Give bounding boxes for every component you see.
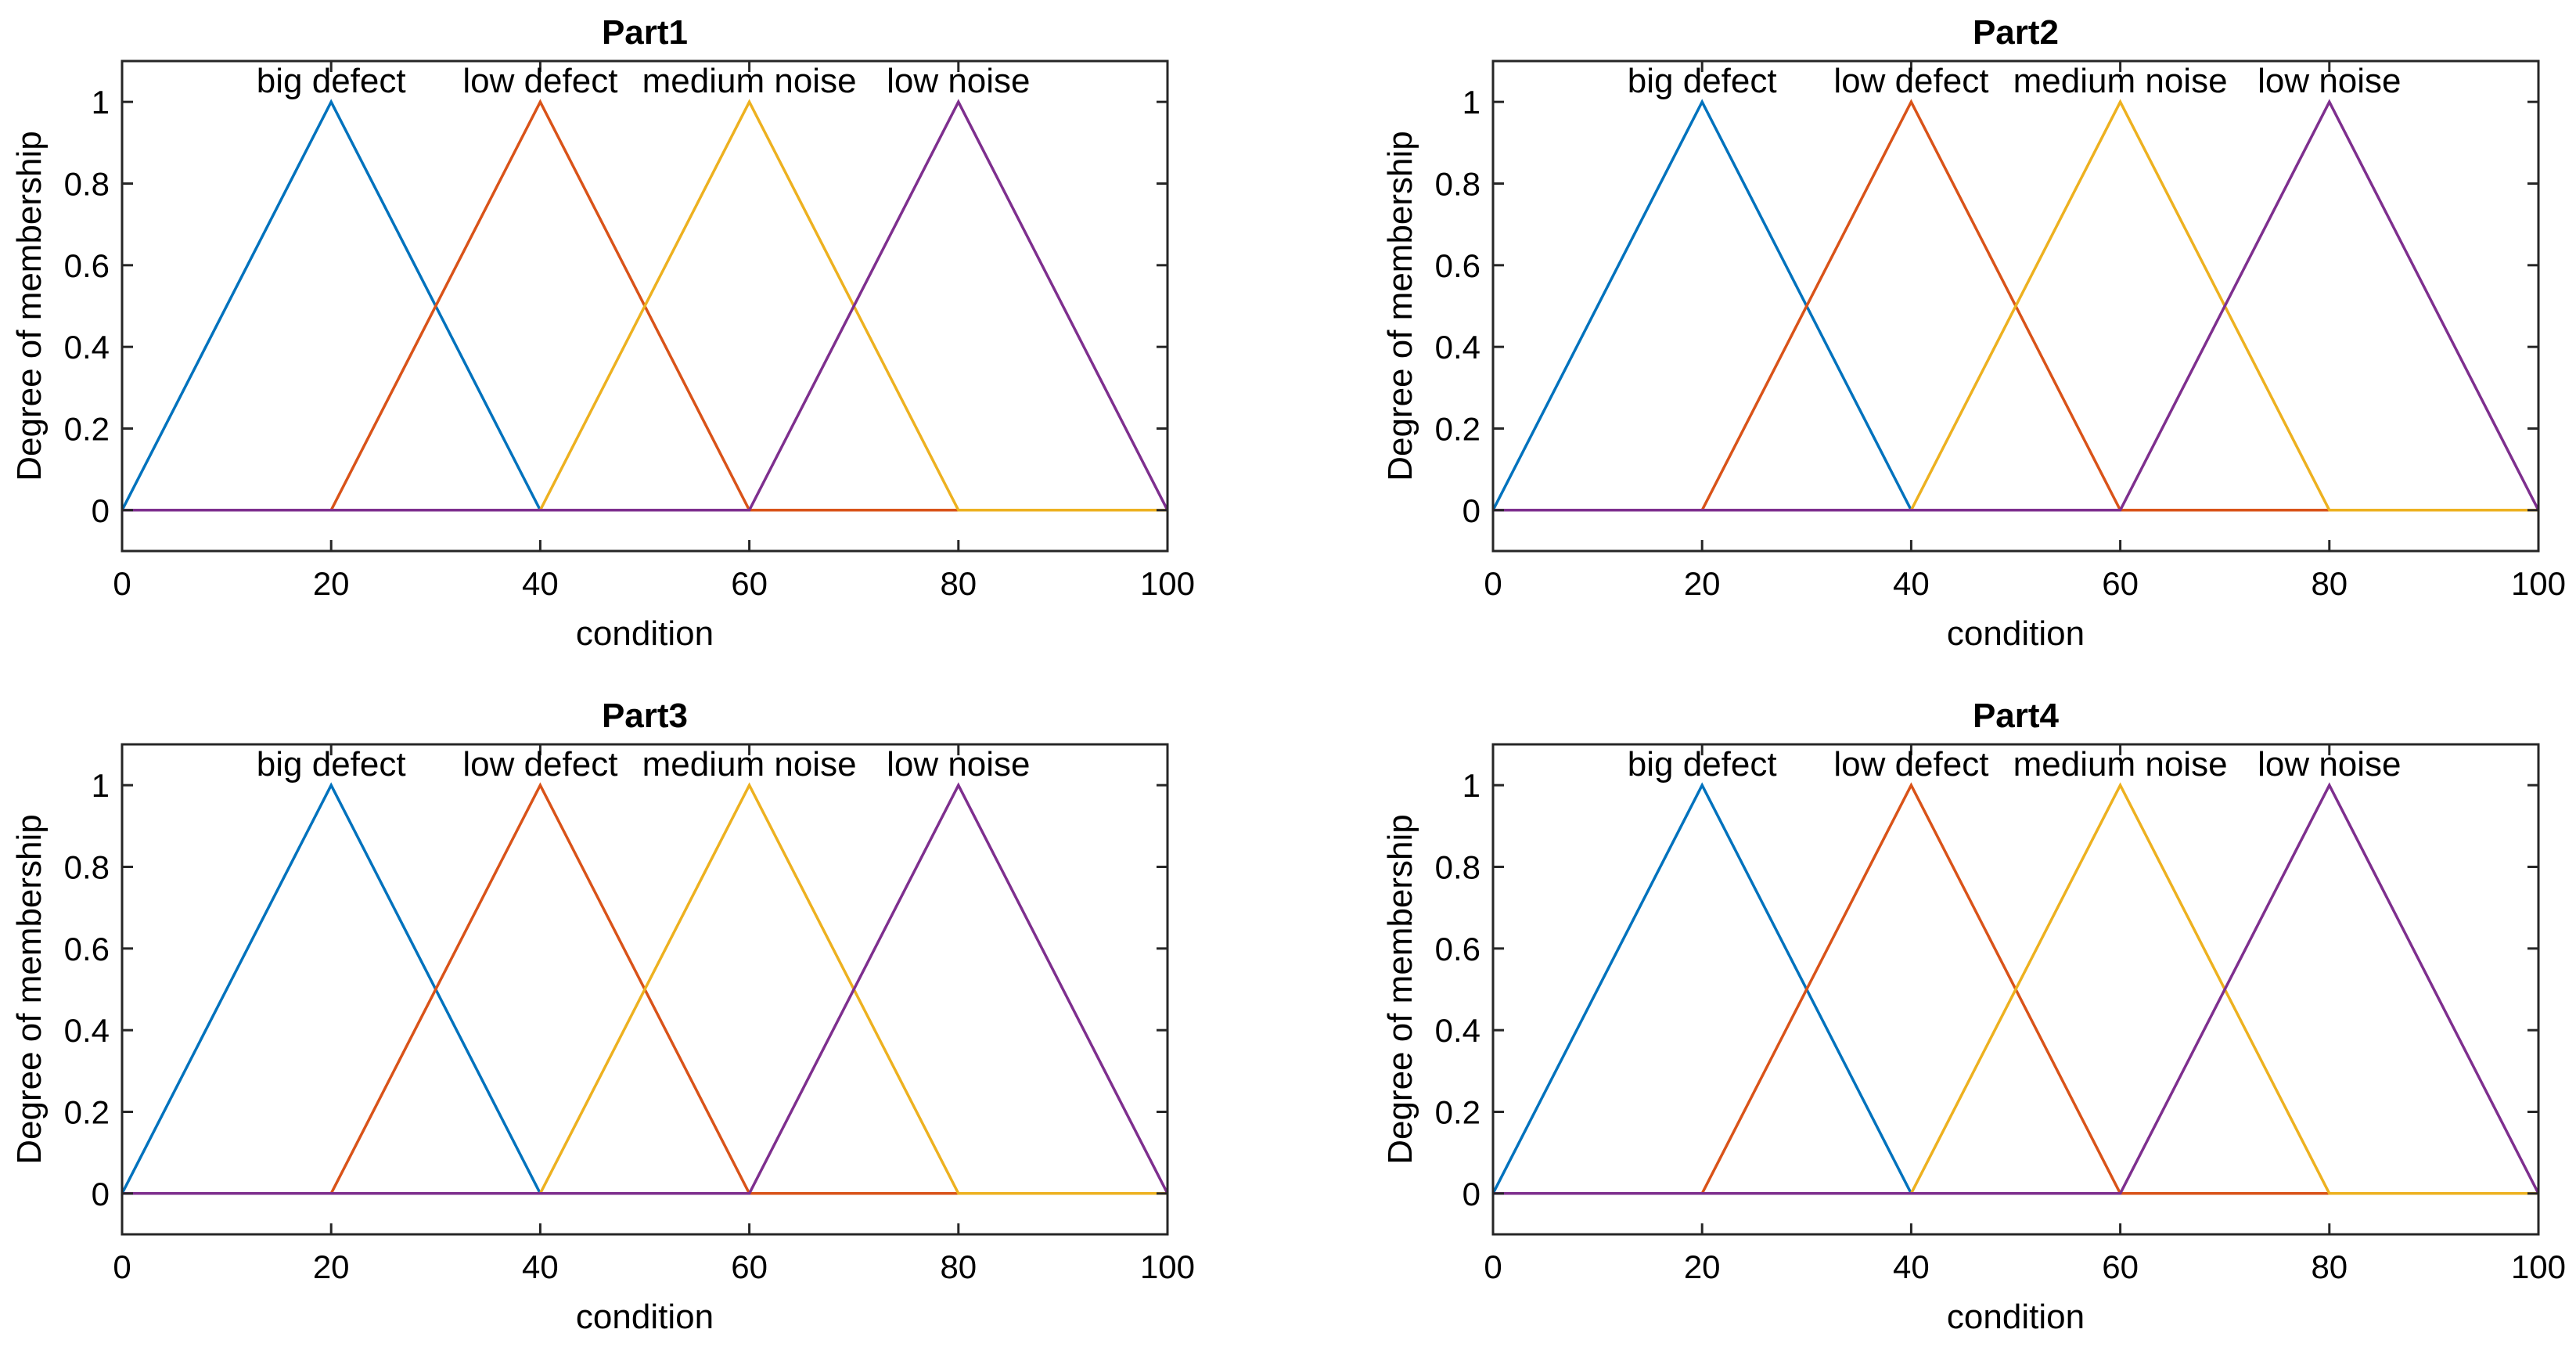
x-tick-label: 100 (1140, 1248, 1195, 1285)
y-tick-label: 0.6 (1435, 931, 1480, 967)
x-tick-label: 40 (1893, 1248, 1930, 1285)
axes-box (1491, 743, 2540, 1236)
panel-title: Part3 (602, 697, 688, 735)
y-axis-label: Degree of membership (1381, 131, 1419, 481)
series-label: low defect (1833, 745, 1988, 783)
y-tick-label: 0 (92, 492, 110, 529)
y-tick-label: 1 (1462, 84, 1480, 121)
y-tick-label: 1 (1462, 767, 1480, 804)
axes-box (1491, 59, 2540, 553)
y-axis-label: Degree of membership (1381, 814, 1419, 1165)
x-axis-label: condition (576, 1298, 714, 1336)
series-line-medium-noise (122, 782, 1167, 1195)
y-tick-label: 0.8 (1435, 166, 1480, 203)
series-label: low defect (462, 745, 617, 783)
x-tick-label: 100 (1140, 565, 1195, 602)
series-label: low noise (887, 745, 1030, 783)
y-tick-label: 0.6 (1435, 247, 1480, 284)
series-label: low defect (1833, 62, 1988, 100)
x-axis-label: condition (576, 614, 714, 653)
y-axis-label: Degree of membership (10, 814, 49, 1165)
y-tick-label: 0.6 (64, 931, 110, 967)
panel-2: 0 20 40 60 80 100 0 0.2 0.4 0.6 0.8 1 big defect low … (1381, 13, 2566, 653)
series-label: low noise (887, 62, 1030, 100)
panel-title: Part2 (1973, 13, 2059, 52)
x-tick-label: 80 (940, 565, 977, 602)
x-tick-label: 60 (2102, 1248, 2139, 1285)
x-tick-label: 60 (731, 1248, 768, 1285)
y-tick-label: 0.4 (64, 329, 110, 366)
series-line-low-noise (122, 782, 1169, 1195)
x-axis-label: condition (1947, 1298, 2085, 1336)
x-tick-label: 40 (522, 1248, 559, 1285)
x-tick-label: 20 (1684, 565, 1721, 602)
y-tick-label: 0.8 (64, 166, 110, 203)
y-tick-label: 1 (92, 84, 110, 121)
series-label: low defect (462, 62, 617, 100)
y-tick-label: 0.8 (1435, 849, 1480, 886)
series-line-medium-noise (122, 99, 1167, 512)
x-tick-label: 100 (2511, 1248, 2566, 1285)
x-tick-label: 20 (313, 565, 350, 602)
y-tick-label: 0 (1462, 492, 1480, 529)
x-tick-label: 40 (1893, 565, 1930, 602)
x-tick-label: 0 (113, 1248, 131, 1285)
y-tick-label: 0.8 (64, 849, 110, 886)
x-tick-label: 40 (522, 565, 559, 602)
panel-title: Part4 (1973, 697, 2060, 735)
series-label: low noise (2258, 745, 2401, 783)
y-tick-label: 0.2 (64, 411, 110, 448)
series-label: big defect (257, 62, 406, 100)
y-tick-label: 0.4 (1435, 1012, 1480, 1049)
y-tick-label: 0.6 (64, 247, 110, 284)
series-label: medium noise (642, 62, 857, 100)
axes-box (121, 743, 1169, 1236)
series-line-low-noise (122, 99, 1169, 512)
y-tick-label: 0 (92, 1176, 110, 1212)
x-tick-label: 80 (2311, 565, 2348, 602)
y-tick-label: 0.2 (64, 1094, 110, 1131)
series-label: low noise (2258, 62, 2401, 100)
series-label: medium noise (2013, 745, 2228, 783)
x-tick-label: 60 (2102, 565, 2139, 602)
series-line-medium-noise (1493, 99, 2538, 512)
y-tick-label: 1 (92, 767, 110, 804)
x-tick-label: 80 (2311, 1248, 2348, 1285)
y-tick-label: 0.2 (1435, 411, 1480, 448)
x-tick-label: 20 (1684, 1248, 1721, 1285)
series-label: big defect (1628, 62, 1777, 100)
series-line-low-noise (1493, 782, 2540, 1195)
panel-3: 0 20 40 60 80 100 0 0.2 0.4 0.6 0.8 1 big defect low … (10, 697, 1195, 1336)
series-label: medium noise (2013, 62, 2228, 100)
y-tick-label: 0 (1462, 1176, 1480, 1212)
x-tick-label: 100 (2511, 565, 2566, 602)
x-tick-label: 60 (731, 565, 768, 602)
panel-1: 0 20 40 60 80 100 0 0.2 0.4 0.6 0.8 1 big defect low … (10, 13, 1195, 653)
axes-box (121, 59, 1169, 553)
x-tick-label: 80 (940, 1248, 977, 1285)
y-axis-label: Degree of membership (10, 131, 49, 481)
x-axis-label: condition (1947, 614, 2085, 653)
x-tick-label: 0 (1484, 565, 1502, 602)
series-label: medium noise (642, 745, 857, 783)
panel-title: Part1 (602, 13, 688, 52)
x-tick-label: 0 (113, 565, 131, 602)
series-label: big defect (1628, 745, 1777, 783)
y-tick-label: 0.4 (64, 1012, 110, 1049)
series-label: big defect (257, 745, 406, 783)
series-line-medium-noise (1493, 782, 2538, 1195)
series-line-low-noise (1493, 99, 2540, 512)
y-tick-label: 0.2 (1435, 1094, 1480, 1131)
y-tick-label: 0.4 (1435, 329, 1480, 366)
x-tick-label: 0 (1484, 1248, 1502, 1285)
panel-4: 0 20 40 60 80 100 0 0.2 0.4 0.6 0.8 1 big defect low … (1381, 697, 2566, 1336)
x-tick-label: 20 (313, 1248, 350, 1285)
